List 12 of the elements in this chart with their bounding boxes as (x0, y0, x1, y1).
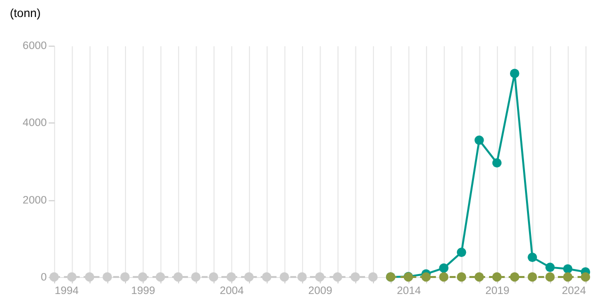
y-axis-title: (tonn) (10, 6, 41, 20)
y-tick-label: 2000 (22, 194, 47, 206)
x-tick-label: 2004 (220, 285, 244, 298)
x-tick-label: 1999 (131, 285, 156, 298)
x-tick-label: 2009 (308, 285, 332, 298)
y-tick-label: 0 (40, 271, 47, 284)
y-tick-label: 6000 (22, 40, 47, 52)
x-tick-label: 2024 (562, 285, 586, 298)
x-tick-label: 2019 (485, 285, 510, 298)
x-tick-label: 1994 (54, 285, 79, 298)
x-tick-label: 2014 (396, 285, 421, 298)
y-tick-label: 4000 (22, 117, 47, 130)
